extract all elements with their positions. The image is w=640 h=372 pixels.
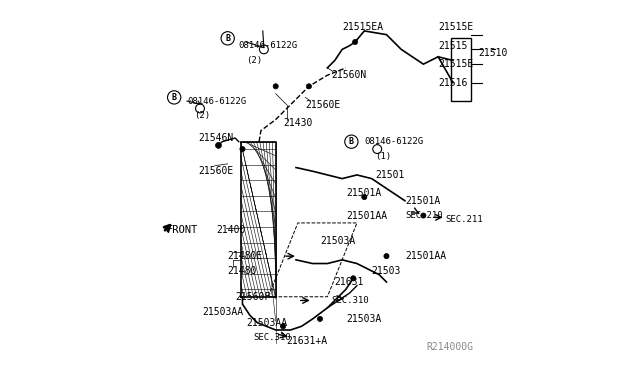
Text: 21510: 21510 [479,48,508,58]
Text: 08146-6122G: 08146-6122G [187,97,246,106]
Text: 08146-6122G: 08146-6122G [239,41,298,50]
Text: 21515EA: 21515EA [342,22,383,32]
Text: B: B [349,137,354,146]
Text: 21631: 21631 [335,277,364,287]
Text: SEC.210: SEC.210 [405,211,442,220]
Circle shape [420,213,426,218]
Text: 08146-6122G: 08146-6122G [364,137,424,146]
Text: 21503: 21503 [372,266,401,276]
Circle shape [351,276,356,281]
Text: 21501A: 21501A [405,196,440,206]
Text: 21503A: 21503A [320,236,355,246]
Text: 21501A: 21501A [346,188,381,198]
Text: SEC.310: SEC.310 [253,333,291,342]
Circle shape [384,254,389,259]
Circle shape [317,316,323,321]
Text: (2): (2) [195,111,211,121]
Circle shape [216,142,221,148]
Text: SEC.211: SEC.211 [445,215,483,224]
Text: 21515E: 21515E [438,59,474,69]
Text: 21501AA: 21501AA [405,251,446,261]
Circle shape [273,84,278,89]
Text: 21400: 21400 [216,225,246,235]
Text: 21560E: 21560E [198,166,234,176]
Text: R214000G: R214000G [426,342,473,352]
Text: (1): (1) [376,152,392,161]
Text: B: B [172,93,177,102]
Text: 21501: 21501 [376,170,404,180]
Circle shape [362,195,367,200]
Circle shape [240,147,245,152]
Circle shape [307,84,312,89]
Bar [451,38,472,101]
Text: 21501AA: 21501AA [346,211,387,221]
Text: 21503AA: 21503AA [202,307,243,317]
Text: 21560E: 21560E [305,100,340,110]
Text: 21503A: 21503A [346,314,381,324]
Text: 21480: 21480 [228,266,257,276]
Text: 21430: 21430 [283,118,312,128]
Text: B: B [225,34,230,43]
Text: FRONT: FRONT [167,225,198,235]
Text: (2): (2) [246,56,262,65]
Text: 21515: 21515 [438,41,468,51]
Circle shape [353,39,358,45]
Text: 21516: 21516 [438,78,468,88]
Text: 21546N: 21546N [198,133,234,143]
Text: 21560F: 21560F [235,292,270,302]
Text: 21480E: 21480E [228,251,263,261]
Text: 21631+A: 21631+A [287,336,328,346]
Text: 21515E: 21515E [438,22,474,32]
Text: SEC.310: SEC.310 [331,296,369,305]
Text: 21503AA: 21503AA [246,318,287,328]
Text: 21560N: 21560N [331,70,366,80]
Circle shape [280,324,285,329]
